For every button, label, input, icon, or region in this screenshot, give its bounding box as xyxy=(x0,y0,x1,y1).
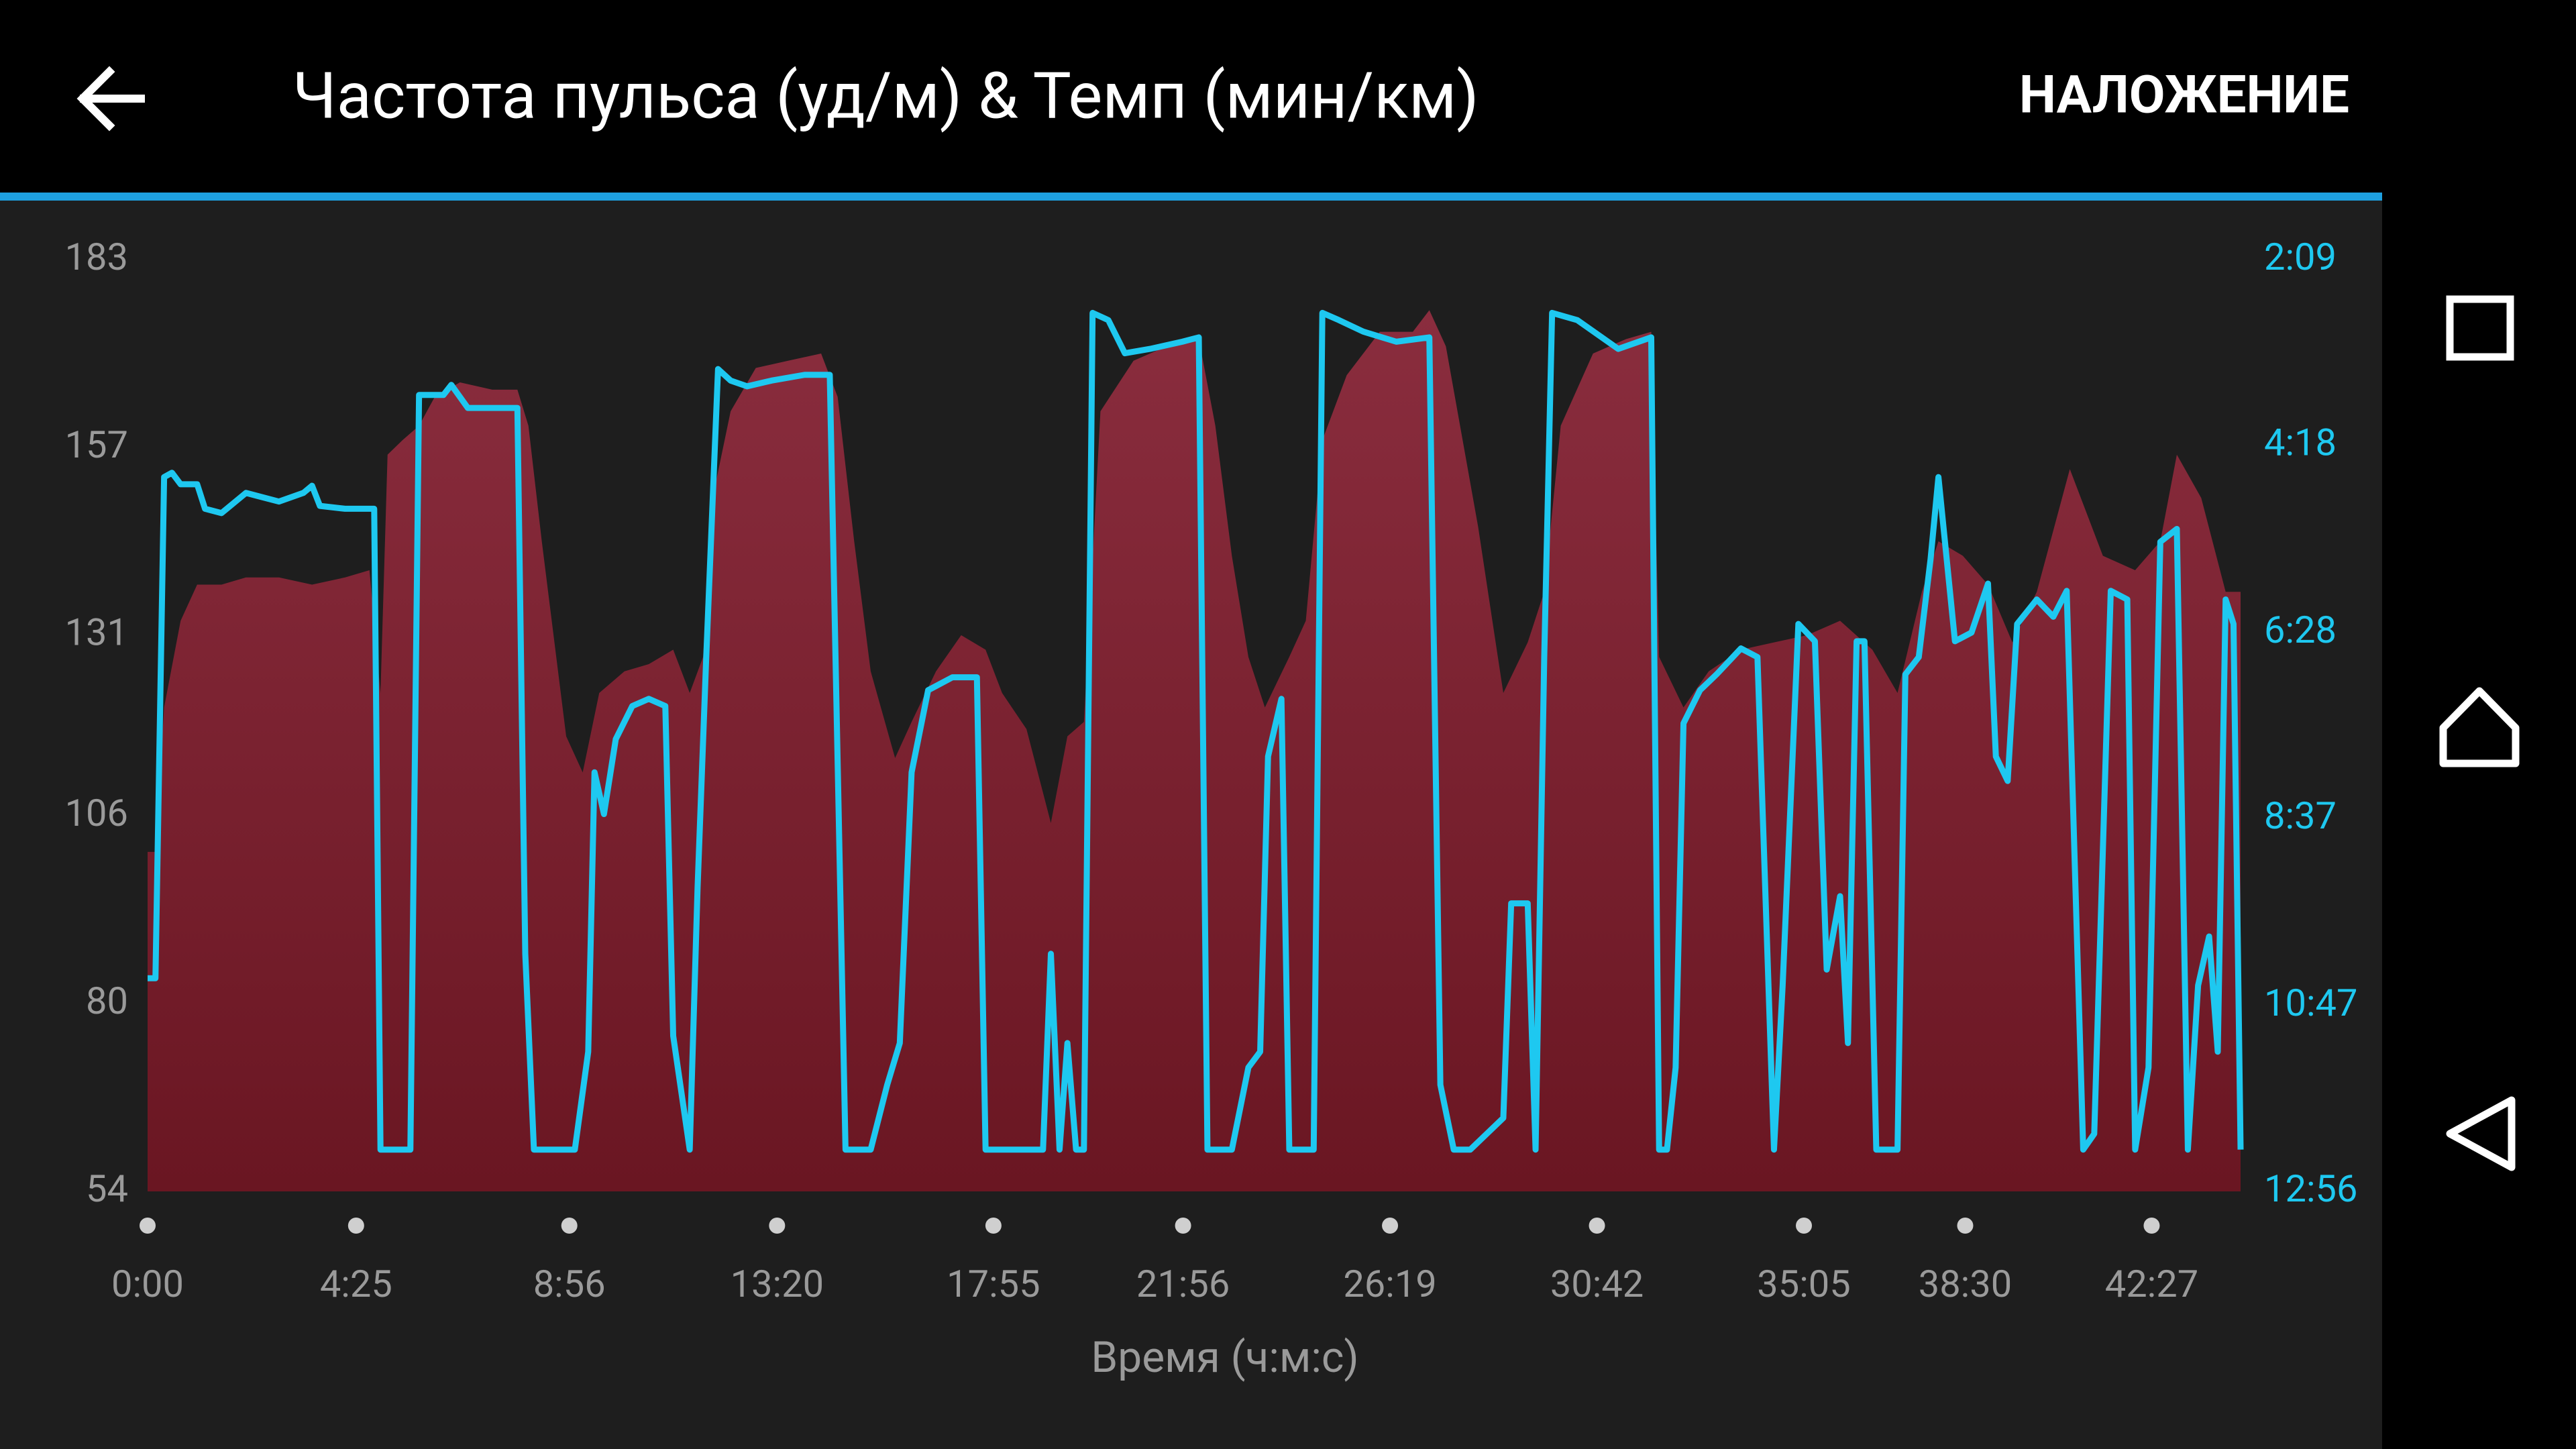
y2-tick-label: 12:56 xyxy=(2264,1167,2357,1211)
x-tick-label: 42:27 xyxy=(2105,1262,2198,1306)
y2-tick-label: 10:47 xyxy=(2264,981,2357,1025)
x-tick-label: 0:00 xyxy=(111,1262,184,1306)
y2-tick-label: 8:37 xyxy=(2264,794,2337,838)
y-tick-label: 80 xyxy=(86,979,128,1023)
x-tick-dot xyxy=(1382,1218,1399,1234)
x-tick-dot xyxy=(1796,1218,1813,1234)
overlay-button[interactable]: НАЛОЖЕНИЕ xyxy=(2019,65,2349,126)
x-tick-label: 30:42 xyxy=(1550,1262,1644,1306)
y-tick-label: 183 xyxy=(65,235,128,279)
x-tick-dot xyxy=(1589,1218,1605,1234)
app-bar-accent xyxy=(0,193,2382,201)
x-tick-dot xyxy=(1175,1218,1191,1234)
x-tick-label: 13:20 xyxy=(731,1262,824,1306)
nav-bar xyxy=(2382,0,2576,1449)
x-tick-dot xyxy=(769,1218,786,1234)
y-tick-label: 106 xyxy=(65,791,128,835)
x-tick-dot xyxy=(2143,1218,2160,1234)
x-tick-label: 4:25 xyxy=(320,1262,392,1306)
x-tick-dot xyxy=(561,1218,578,1234)
back-button[interactable] xyxy=(76,66,145,131)
back-arrow-head xyxy=(76,66,115,131)
app-bar xyxy=(0,0,2382,193)
back-nav-button[interactable] xyxy=(2446,1096,2516,1171)
y-tick-label: 54 xyxy=(86,1167,128,1211)
x-tick-label: 17:55 xyxy=(947,1262,1040,1306)
pace-line xyxy=(148,309,2244,1153)
y2-tick-label: 2:09 xyxy=(2264,235,2337,279)
x-tick-label: 21:56 xyxy=(1136,1262,1230,1306)
y-tick-label: 157 xyxy=(65,423,128,467)
x-tick-dot xyxy=(347,1218,364,1234)
x-tick-label: 26:19 xyxy=(1343,1262,1436,1306)
x-tick-dot xyxy=(140,1218,156,1234)
screen-title: Частота пульса (уд/м) & Темп (мин/км) xyxy=(292,58,1479,133)
y-tick-label: 131 xyxy=(65,610,128,655)
y2-tick-label: 4:18 xyxy=(2264,421,2337,465)
x-tick-label: 8:56 xyxy=(533,1262,606,1306)
x-tick-label: 38:30 xyxy=(1919,1262,2012,1306)
recents-button[interactable] xyxy=(2446,295,2514,361)
x-axis-title: Время (ч:м:с) xyxy=(1091,1332,1358,1383)
x-tick-dot xyxy=(1957,1218,1974,1234)
home-button[interactable] xyxy=(2439,687,2520,767)
plot: 54 80 106 131 157 183 12:56 10:47 8:37 6:28 4:18 2:… xyxy=(65,235,2358,1306)
x-tick-dot xyxy=(985,1218,1002,1234)
x-tick-label: 35:05 xyxy=(1757,1262,1850,1306)
y2-tick-label: 6:28 xyxy=(2264,608,2337,652)
